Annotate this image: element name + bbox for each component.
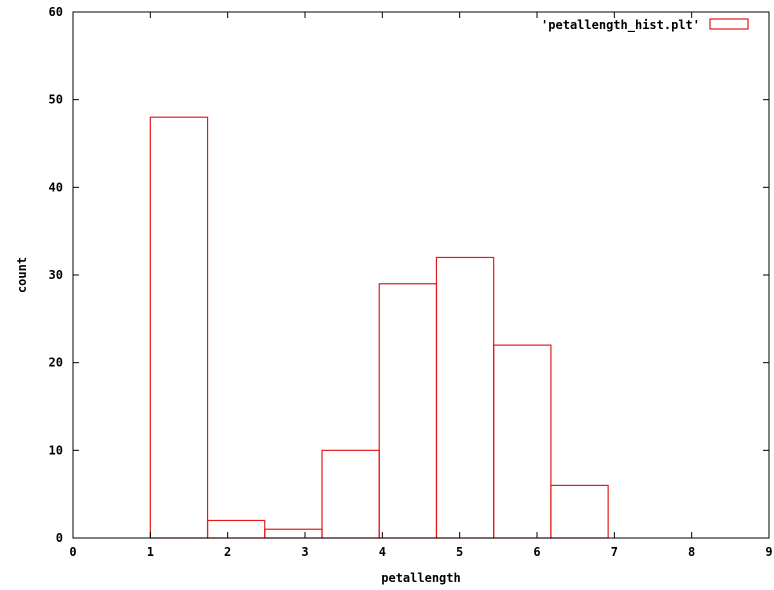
- x-tick-label-2: 2: [224, 545, 231, 559]
- x-tick-label-0: 0: [69, 545, 76, 559]
- bar-4: [378, 283, 438, 539]
- x-tick-label-7: 7: [611, 545, 618, 559]
- bar-1: [206, 519, 266, 539]
- legend-label: 'petallength_hist.plt': [541, 18, 700, 33]
- x-tick-label-9: 9: [765, 545, 772, 559]
- x-tick-label-6: 6: [533, 545, 540, 559]
- y-tick-label-50: 50: [49, 93, 63, 107]
- x-tick-label-5: 5: [456, 545, 463, 559]
- x-axis-label: petallength: [381, 571, 460, 585]
- legend-swatch: [709, 18, 749, 30]
- x-tick-label-8: 8: [688, 545, 695, 559]
- legend: 'petallength_hist.plt': [541, 18, 749, 33]
- x-tick-label-3: 3: [301, 545, 308, 559]
- ticks-group: 0 1 2 3 4 5 6 7 8 9 0 10 20 30 40 50 60: [49, 5, 773, 559]
- bar-6: [493, 344, 552, 539]
- bar-5: [435, 256, 495, 539]
- y-axis-label: count: [15, 257, 29, 293]
- y-tick-label-20: 20: [49, 356, 63, 370]
- y-tick-label-0: 0: [56, 531, 63, 545]
- y-tick-label-30: 30: [49, 268, 63, 282]
- bar-7: [550, 484, 609, 539]
- bar-0: [149, 116, 209, 539]
- bars-group: [149, 116, 609, 539]
- y-tick-label-60: 60: [49, 5, 63, 19]
- plot-frame: [72, 11, 770, 539]
- x-tick-label-4: 4: [379, 545, 386, 559]
- y-tick-label-40: 40: [49, 180, 63, 194]
- bar-3: [321, 449, 380, 539]
- y-tick-label-10: 10: [49, 443, 63, 457]
- bar-2: [264, 528, 323, 539]
- x-tick-label-1: 1: [147, 545, 154, 559]
